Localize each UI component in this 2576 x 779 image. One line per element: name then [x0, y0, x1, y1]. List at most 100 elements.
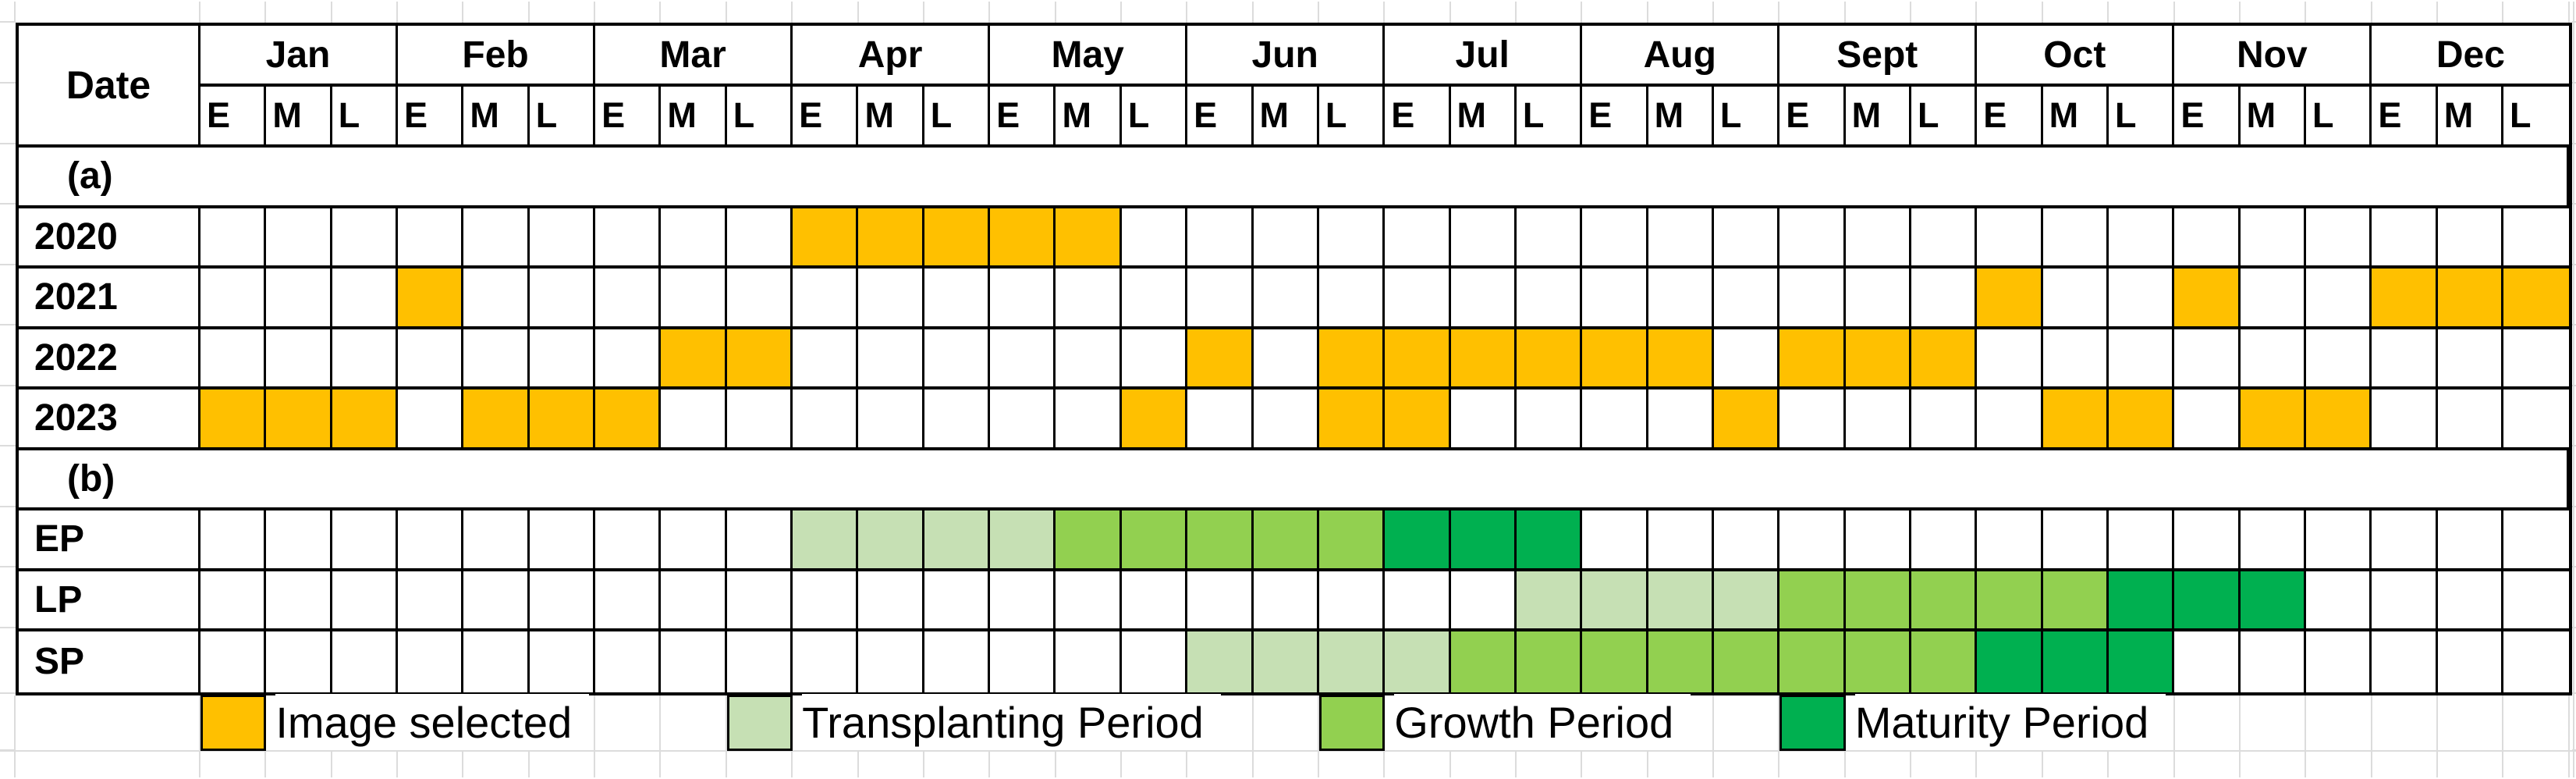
- cell-2021-jul-e: [1385, 269, 1451, 329]
- cell-2020-mar-l: [726, 208, 793, 269]
- subcol-header-may-e: E: [990, 87, 1056, 148]
- cell-2021-oct-m: [2042, 269, 2109, 329]
- cell-2022-mar-e: [595, 329, 662, 390]
- cell-sp-oct-e: [1977, 631, 2043, 692]
- month-header-may: May: [990, 26, 1188, 87]
- cell-sp-apr-e: [793, 631, 859, 692]
- row-label-ep: EP: [19, 510, 200, 571]
- cell-2021-may-l: [1121, 269, 1188, 329]
- cell-2023-may-e: [990, 390, 1056, 450]
- calendar-grid-table: Date Jan Feb Mar Apr May Jun Jul Aug Sept Oct Nov De…: [16, 23, 2573, 695]
- cell-2023-mar-l: [726, 390, 793, 450]
- sheet-gridline-v: [1712, 752, 1715, 777]
- subcol-header-may-m: M: [1056, 87, 1122, 148]
- sheet-gridline-h: [0, 566, 16, 567]
- cell-sp-dec-m: [2438, 631, 2504, 692]
- subcol-header-mar-m: M: [661, 87, 727, 148]
- cell-2020-may-m: [1056, 208, 1122, 269]
- cell-sp-mar-l: [727, 631, 793, 692]
- cell-2020-apr-e: [793, 208, 859, 269]
- cell-2021-nov-m: [2240, 269, 2306, 329]
- cell-2023-nov-e: [2174, 390, 2241, 450]
- cell-2021-sept-e: [1779, 269, 1846, 329]
- cell-sp-dec-e: [2372, 631, 2438, 692]
- cell-2021-apr-l: [924, 269, 991, 329]
- sheet-gridline-v: [1251, 695, 1254, 750]
- cell-ep-dec-l: [2503, 510, 2570, 571]
- cell-2023-feb-l: [529, 390, 596, 450]
- cell-2023-aug-l: [1713, 390, 1780, 450]
- sheet-gridline-h: [0, 750, 2576, 752]
- cell-2022-jul-m: [1450, 329, 1517, 390]
- sheet-gridline-v: [1581, 2, 1583, 23]
- cell-2023-oct-l: [2108, 390, 2175, 450]
- cell-2020-may-l: [1121, 208, 1188, 269]
- sheet-gridline-v: [1186, 2, 1188, 23]
- cell-2021-apr-e: [793, 269, 859, 329]
- sheet-gridline-v: [659, 752, 662, 777]
- cell-2020-sept-l: [1911, 208, 1978, 269]
- cell-lp-dec-e: [2372, 571, 2438, 631]
- cell-ep-feb-e: [398, 510, 464, 571]
- sheet-gridline-v: [1910, 2, 1912, 23]
- cell-2022-aug-e: [1582, 329, 1648, 390]
- subcol-header-oct-e: E: [1977, 87, 2043, 148]
- cell-2022-feb-e: [398, 329, 464, 390]
- cell-lp-jan-l: [332, 571, 399, 631]
- sheet-gridline-h: [0, 21, 16, 23]
- cell-ep-jul-m: [1450, 510, 1517, 571]
- sheet-gridline-v: [1778, 752, 1780, 777]
- cell-lp-mar-e: [595, 571, 662, 631]
- sheet-gridline-v: [988, 752, 991, 777]
- month-header-apr: Apr: [793, 26, 991, 87]
- month-header-jun: Jun: [1187, 26, 1386, 87]
- cell-lp-aug-l: [1713, 571, 1780, 631]
- sheet-gridline-v: [988, 2, 991, 23]
- cell-2020-nov-m: [2240, 208, 2306, 269]
- cell-sp-aug-m: [1648, 631, 1714, 692]
- cell-2022-nov-l: [2306, 329, 2372, 390]
- cell-2023-dec-l: [2503, 390, 2570, 450]
- subcol-header-apr-l: L: [924, 87, 991, 148]
- month-header-jan: Jan: [200, 26, 399, 87]
- sheet-gridline-v: [2502, 752, 2504, 777]
- sheet-gridline-v: [199, 695, 200, 750]
- cell-sp-jul-l: [1516, 631, 1583, 692]
- cell-2023-jan-m: [266, 390, 332, 450]
- sheet-gridline-v: [1251, 752, 1254, 777]
- cell-ep-oct-e: [1977, 510, 2043, 571]
- cell-ep-oct-m: [2042, 510, 2109, 571]
- cell-2020-apr-l: [924, 208, 991, 269]
- cell-2020-jun-m: [1253, 208, 1319, 269]
- cell-2020-jun-e: [1187, 208, 1254, 269]
- sheet-gridline-v: [2305, 695, 2307, 750]
- cell-2022-jun-m: [1253, 329, 1319, 390]
- cell-2020-oct-l: [2108, 208, 2175, 269]
- subcol-header-mar-e: E: [595, 87, 662, 148]
- cell-ep-jan-m: [266, 510, 332, 571]
- subcol-header-feb-e: E: [398, 87, 464, 148]
- cell-sp-may-m: [1056, 631, 1122, 692]
- cell-2021-may-e: [990, 269, 1056, 329]
- sheet-gridline-h: [0, 385, 16, 386]
- cell-2020-aug-e: [1582, 208, 1648, 269]
- subcol-header-feb-m: M: [463, 87, 530, 148]
- cell-sp-jan-m: [266, 631, 332, 692]
- sheet-gridline-v: [857, 2, 859, 23]
- date-header: Date: [19, 26, 200, 148]
- sheet-gridline-v: [725, 752, 727, 777]
- cell-sp-nov-e: [2174, 631, 2241, 692]
- legend-swatch-maturity: [1779, 695, 1846, 751]
- sheet-gridline-v: [396, 752, 399, 777]
- sheet-gridline-v: [527, 752, 530, 777]
- subcol-header-feb-l: L: [529, 87, 596, 148]
- sheet-gridline-v: [2173, 695, 2175, 750]
- cell-sp-jun-e: [1187, 631, 1254, 692]
- cell-2021-jul-m: [1450, 269, 1517, 329]
- cell-ep-nov-e: [2174, 510, 2241, 571]
- cell-2021-may-m: [1056, 269, 1122, 329]
- cell-2022-feb-m: [463, 329, 530, 390]
- cell-ep-mar-m: [661, 510, 727, 571]
- subcol-header-sept-m: M: [1845, 87, 1911, 148]
- cell-lp-aug-e: [1582, 571, 1648, 631]
